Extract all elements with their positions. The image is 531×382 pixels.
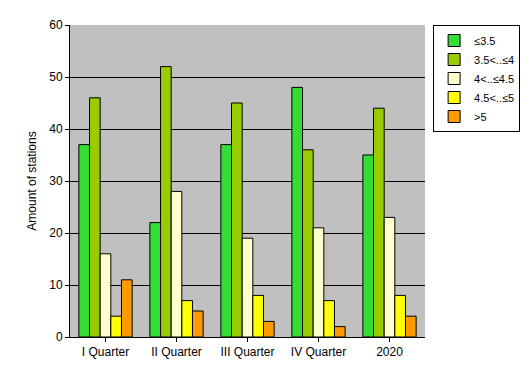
svg-text:≤3.5: ≤3.5 bbox=[474, 35, 495, 47]
svg-text:Amount of stations: Amount of stations bbox=[25, 131, 39, 230]
svg-text:3.5<..≤4: 3.5<..≤4 bbox=[474, 54, 514, 66]
svg-text:60: 60 bbox=[49, 18, 63, 32]
svg-text:50: 50 bbox=[49, 70, 63, 84]
svg-text:40: 40 bbox=[49, 122, 63, 136]
svg-text:0: 0 bbox=[56, 330, 63, 344]
svg-text:4<..≤4.5: 4<..≤4.5 bbox=[474, 73, 514, 85]
svg-text:IV Quarter: IV Quarter bbox=[291, 345, 346, 359]
svg-text:III Quarter: III Quarter bbox=[220, 345, 274, 359]
svg-text:20: 20 bbox=[49, 226, 63, 240]
svg-text:4.5<..≤5: 4.5<..≤5 bbox=[474, 92, 514, 104]
svg-text:I Quarter: I Quarter bbox=[82, 345, 129, 359]
svg-text:>5: >5 bbox=[474, 111, 487, 123]
svg-text:10: 10 bbox=[49, 278, 63, 292]
svg-text:2020: 2020 bbox=[376, 345, 403, 359]
svg-text:30: 30 bbox=[49, 174, 63, 188]
svg-text:II Quarter: II Quarter bbox=[151, 345, 202, 359]
